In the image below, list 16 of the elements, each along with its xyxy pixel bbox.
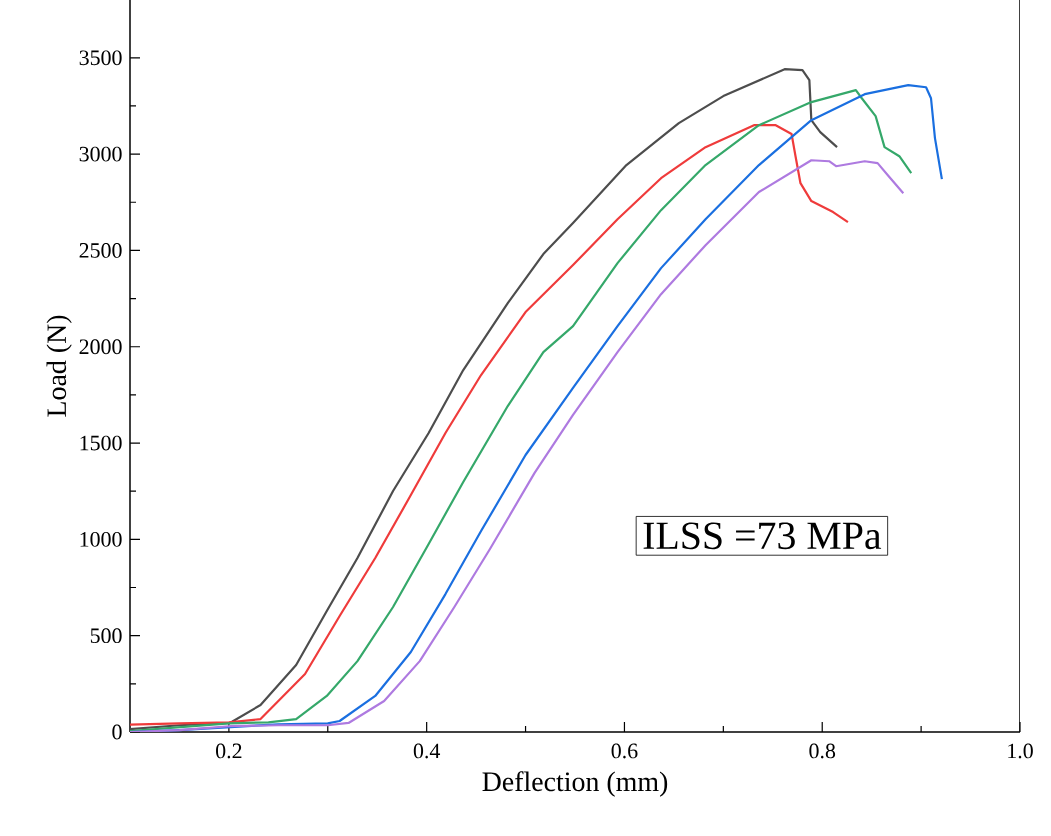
x-tick-label: 0.4 xyxy=(413,743,441,759)
y-axis-title: Load (N) xyxy=(46,315,72,417)
y-tick-label: 3500 xyxy=(79,50,122,66)
x-tick-label: 0.6 xyxy=(611,743,638,759)
y-tick-label: 0 xyxy=(112,724,122,740)
y-tick-label: 1000 xyxy=(80,531,122,547)
x-tick-label: 0.8 xyxy=(809,743,836,759)
y-tick-label: 2000 xyxy=(79,339,122,355)
x-tick-label: 0.2 xyxy=(216,743,242,759)
x-tick-label: 1.0 xyxy=(1008,743,1033,759)
y-tick-label: 2500 xyxy=(79,243,122,258)
annotation: ILSS =73 MPa xyxy=(643,522,882,550)
y-tick-label: 500 xyxy=(90,628,122,644)
y-tick-label: 1500 xyxy=(80,435,122,451)
y-tick-label: 3000 xyxy=(79,146,122,162)
x-axis-title: Deflection (mm) xyxy=(482,771,668,797)
